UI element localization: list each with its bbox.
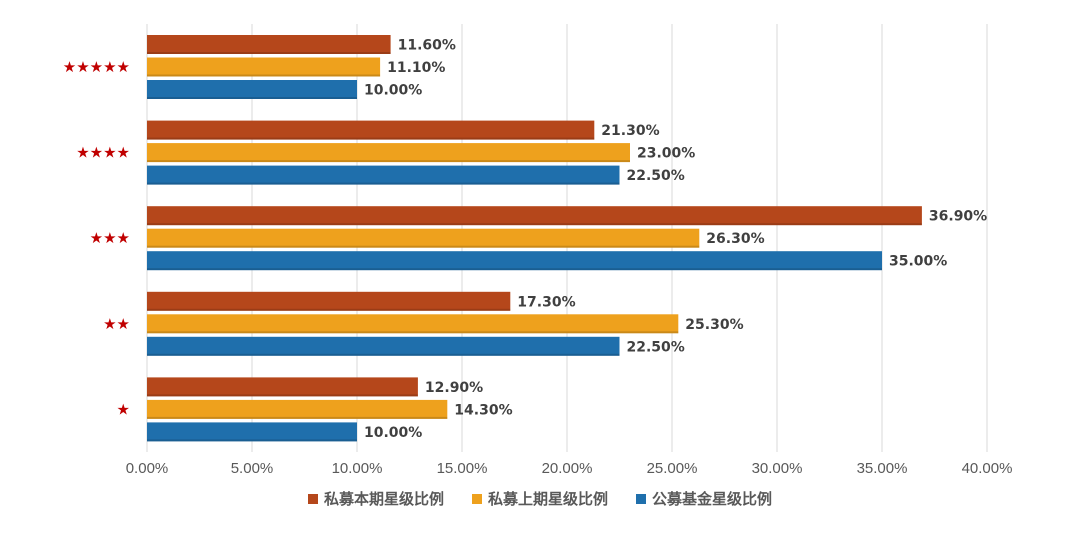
category-label: ★ <box>117 400 130 418</box>
legend-label-series-3: 公募基金星级比例 <box>652 490 773 508</box>
x-tick-label: 30.00% <box>752 460 803 477</box>
bar <box>147 314 679 334</box>
bar-shadow <box>147 182 620 185</box>
bar <box>147 251 882 271</box>
bar-shadow <box>147 268 882 271</box>
x-tick-label: 0.00% <box>126 460 169 477</box>
legend-item-series-1: 私募本期星级比例 <box>307 488 444 509</box>
bar-shadow <box>147 160 630 163</box>
bar-shadow <box>147 245 700 248</box>
category-labels: ★★★★★★★★★★★★★★★ <box>63 58 130 418</box>
category-label: ★★ <box>103 315 130 333</box>
x-tick-label: 20.00% <box>542 460 593 477</box>
bar-shadow <box>147 223 922 226</box>
data-label: 10.00% <box>364 425 422 441</box>
x-tick-label: 5.00% <box>231 460 274 477</box>
x-tick-label: 15.00% <box>437 460 488 477</box>
data-label: 36.90% <box>929 209 987 225</box>
legend-item-series-3: 公募基金星级比例 <box>636 488 772 509</box>
legend-swatch-series-1 <box>307 493 318 504</box>
x-tick-label: 40.00% <box>962 460 1013 477</box>
data-label: 21.30% <box>601 123 659 139</box>
bar <box>147 422 357 442</box>
data-label: 11.60% <box>398 38 456 54</box>
bar-shadow <box>147 74 381 77</box>
bar-shadow <box>147 137 595 140</box>
bars-group: 11.60% 11.10% 10.00% 21.30% 23.00% 22.50% 36.9… <box>147 35 987 442</box>
bar <box>147 206 922 226</box>
bar <box>147 399 448 419</box>
bar <box>147 57 381 77</box>
bar-shadow <box>147 394 418 397</box>
legend-label-series-1: 私募本期星级比例 <box>323 490 444 508</box>
x-tick-label: 35.00% <box>857 460 908 477</box>
x-tick-label: 10.00% <box>332 460 383 477</box>
category-label: ★★★★★ <box>63 58 130 76</box>
data-label: 35.00% <box>889 254 947 270</box>
bar <box>147 165 620 185</box>
bar <box>147 377 418 397</box>
bar-shadow <box>147 331 679 334</box>
legend-swatch-series-3 <box>636 493 646 504</box>
category-label: ★★★ <box>90 229 130 247</box>
data-label: 14.30% <box>454 402 512 418</box>
legend-label-series-2: 私募上期星级比例 <box>487 490 608 508</box>
bar <box>147 120 595 140</box>
x-tick-label: 25.00% <box>647 460 698 477</box>
bar <box>147 80 357 99</box>
data-label: 22.50% <box>627 339 685 355</box>
data-label: 10.00% <box>364 83 422 99</box>
data-label: 23.00% <box>637 146 695 162</box>
bar-shadow <box>147 353 620 356</box>
legend-swatch-series-2 <box>471 493 482 504</box>
bar <box>147 143 630 163</box>
legend-item-series-2: 私募上期星级比例 <box>471 488 608 509</box>
category-label: ★★★★ <box>76 144 130 162</box>
bar-shadow <box>147 97 357 99</box>
bar-shadow <box>147 416 448 419</box>
legend: 私募本期星级比例 私募上期星级比例 公募基金星级比例 <box>0 488 1080 509</box>
data-label: 11.10% <box>387 60 445 76</box>
data-label: 25.30% <box>685 317 743 333</box>
data-label: 12.90% <box>425 380 483 396</box>
data-label: 17.30% <box>517 294 575 310</box>
bar <box>147 336 620 356</box>
x-axis-ticks: 0.00% 5.00% 10.00% 15.00% 20.00% 25.00% 30.00%… <box>126 460 1013 477</box>
bar <box>147 291 511 311</box>
bar <box>147 35 391 54</box>
bar-shadow <box>147 439 357 442</box>
bar <box>147 228 700 248</box>
bar-shadow <box>147 52 391 54</box>
data-label: 26.30% <box>706 231 764 247</box>
data-label: 22.50% <box>627 168 685 184</box>
bar-shadow <box>147 308 511 311</box>
